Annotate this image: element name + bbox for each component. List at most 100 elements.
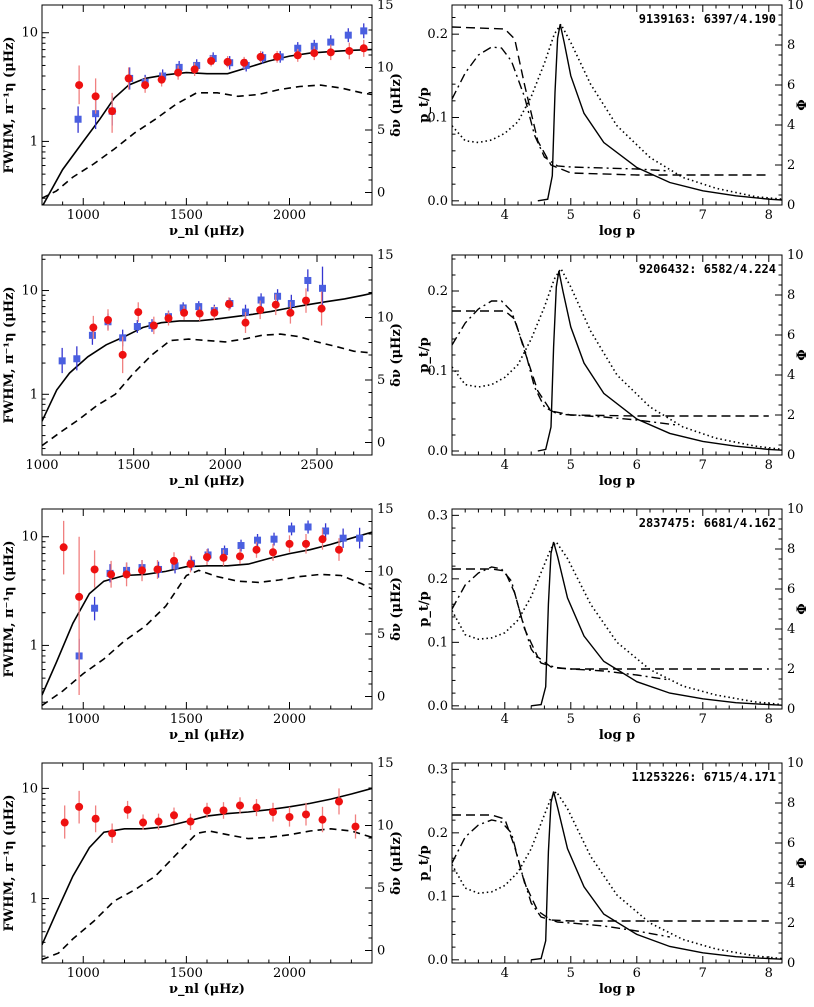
blue-data-point	[287, 299, 295, 307]
y2-tick-label: 15	[377, 502, 394, 517]
red-data-point	[90, 565, 99, 574]
red-data-point	[186, 817, 195, 826]
model-eta-dashed-curve	[42, 827, 372, 961]
blue-data-point	[133, 323, 141, 331]
y2-tick-label: 0	[377, 436, 385, 451]
blue-data-point	[257, 296, 265, 304]
y-axis-label: p_t/p	[417, 87, 432, 122]
right-panel-row-2: 4 5 6 7 8 log p 0.0 0.1 0.2 p_t/p 0 2 4 6 8 10 Φ 9206432:…	[417, 248, 810, 489]
y2-tick-label: 2	[787, 158, 795, 173]
blue-data-point	[288, 525, 296, 533]
x-axis-label: ν_nl (μHz)	[169, 474, 245, 489]
y2-tick-label: 0	[377, 944, 385, 959]
x-axis-label: ν_nl (μHz)	[169, 982, 245, 997]
red-data-point	[170, 556, 178, 565]
red-data-point	[219, 806, 228, 815]
red-data-point	[326, 48, 335, 57]
x-tick-label: 1000	[25, 458, 58, 473]
red-data-point	[153, 565, 162, 574]
x-tick-label: 2000	[273, 208, 306, 223]
red-data-point	[351, 822, 360, 831]
y2-tick-label: 6	[787, 328, 795, 343]
red-data-point	[359, 44, 368, 53]
blue-data-point	[360, 27, 368, 35]
red-data-point	[203, 553, 211, 562]
y2-axis-label: Φ	[795, 99, 810, 110]
red-data-point	[310, 49, 319, 58]
red-data-point	[285, 812, 294, 821]
red-data-point	[138, 566, 147, 575]
y2-tick-label: 0	[377, 186, 385, 201]
red-data-point	[293, 51, 302, 60]
red-data-point	[271, 300, 280, 309]
y2-tick-label: 8	[787, 288, 795, 303]
red-data-point	[186, 560, 195, 569]
x-tick-label: 5	[567, 966, 575, 981]
y2-tick-label: 10	[377, 61, 394, 76]
star-annotation: 9206432: 6582/4.224	[639, 262, 776, 276]
star-annotation: 9139163: 6397/4.190	[639, 12, 776, 26]
blue-data-point	[339, 534, 347, 542]
blue-data-point	[171, 562, 179, 570]
x-tick-label: 1000	[67, 712, 100, 727]
plot-frame	[451, 762, 783, 964]
red-data-point	[104, 315, 112, 324]
pt-dotted-curve	[452, 22, 782, 200]
left-panel-row-1: 1000 1500 2000 ν_nl (μHz) 1 10 FWHM, π⁻¹η (μHz…	[2, 0, 404, 239]
right-panel-row-1: 4 5 6 7 8 log p 0.0 0.1 0.2 p_t/p 0 2 4 6 8 10 Φ 9139163:…	[417, 0, 810, 239]
x-tick-label: 6	[633, 458, 641, 473]
model-eta-dashed-curve	[42, 569, 372, 707]
x-tick-label: 5	[567, 208, 575, 223]
red-data-point	[269, 808, 277, 817]
red-data-point	[149, 321, 158, 330]
phi-dashed-curve	[452, 26, 769, 176]
y-tick-label: 0.1	[427, 111, 448, 126]
blue-data-point	[356, 534, 364, 542]
blue-data-point	[304, 523, 312, 531]
y2-tick-label: 15	[377, 756, 394, 771]
blue-data-point	[179, 304, 187, 312]
y2-tick-label: 2	[787, 916, 795, 931]
red-data-point	[252, 803, 261, 812]
y-axis-label: p_t/p	[417, 591, 432, 626]
y2-axis-label: δν (μHz)	[389, 323, 404, 387]
y2-tick-label: 2	[787, 408, 795, 423]
pt-dotted-curve	[452, 790, 782, 960]
y2-tick-label: 15	[377, 248, 394, 263]
y2-tick-label: 0	[787, 956, 795, 971]
y-axis-label: p_t/p	[417, 337, 432, 372]
red-data-point	[89, 323, 98, 332]
phi-dashdot-curve	[452, 819, 670, 938]
phi-dashdot-curve	[452, 566, 670, 681]
plot-frame	[451, 254, 783, 456]
y-tick-label: 0.2	[427, 284, 448, 299]
pt-solid-curve	[531, 791, 782, 961]
y-tick-label: 1	[30, 892, 38, 907]
x-tick-label: 1000	[67, 966, 100, 981]
y-axis-label: FWHM, π⁻¹η (μHz)	[2, 794, 17, 931]
pt-solid-curve	[537, 24, 782, 202]
y2-tick-label: 8	[787, 796, 795, 811]
blue-data-point	[221, 548, 229, 556]
red-data-point	[157, 75, 166, 84]
red-data-point	[210, 308, 219, 317]
y2-tick-label: 10	[787, 0, 804, 13]
y2-tick-label: 10	[377, 819, 394, 834]
x-tick-label: 2000	[209, 458, 242, 473]
red-data-point	[195, 309, 204, 318]
blue-data-point	[58, 357, 66, 365]
y2-tick-label: 10	[787, 502, 804, 517]
x-tick-label: 1500	[170, 208, 203, 223]
blue-data-point	[327, 38, 335, 46]
red-data-point	[223, 57, 232, 66]
y-tick-label: 1	[30, 638, 38, 653]
red-data-point	[139, 818, 148, 827]
left-panel-row-3: 1000 1500 2000 ν_nl (μHz) 1 10 FWHM, π⁻¹η (μHz…	[2, 502, 404, 743]
red-data-point	[241, 318, 250, 327]
y-tick-label: 0.2	[427, 27, 448, 42]
y2-tick-label: 5	[377, 373, 385, 388]
y2-axis-label: δν (μHz)	[389, 577, 404, 641]
blue-data-point	[193, 61, 201, 69]
red-data-point	[219, 553, 228, 562]
red-data-point	[302, 810, 310, 819]
